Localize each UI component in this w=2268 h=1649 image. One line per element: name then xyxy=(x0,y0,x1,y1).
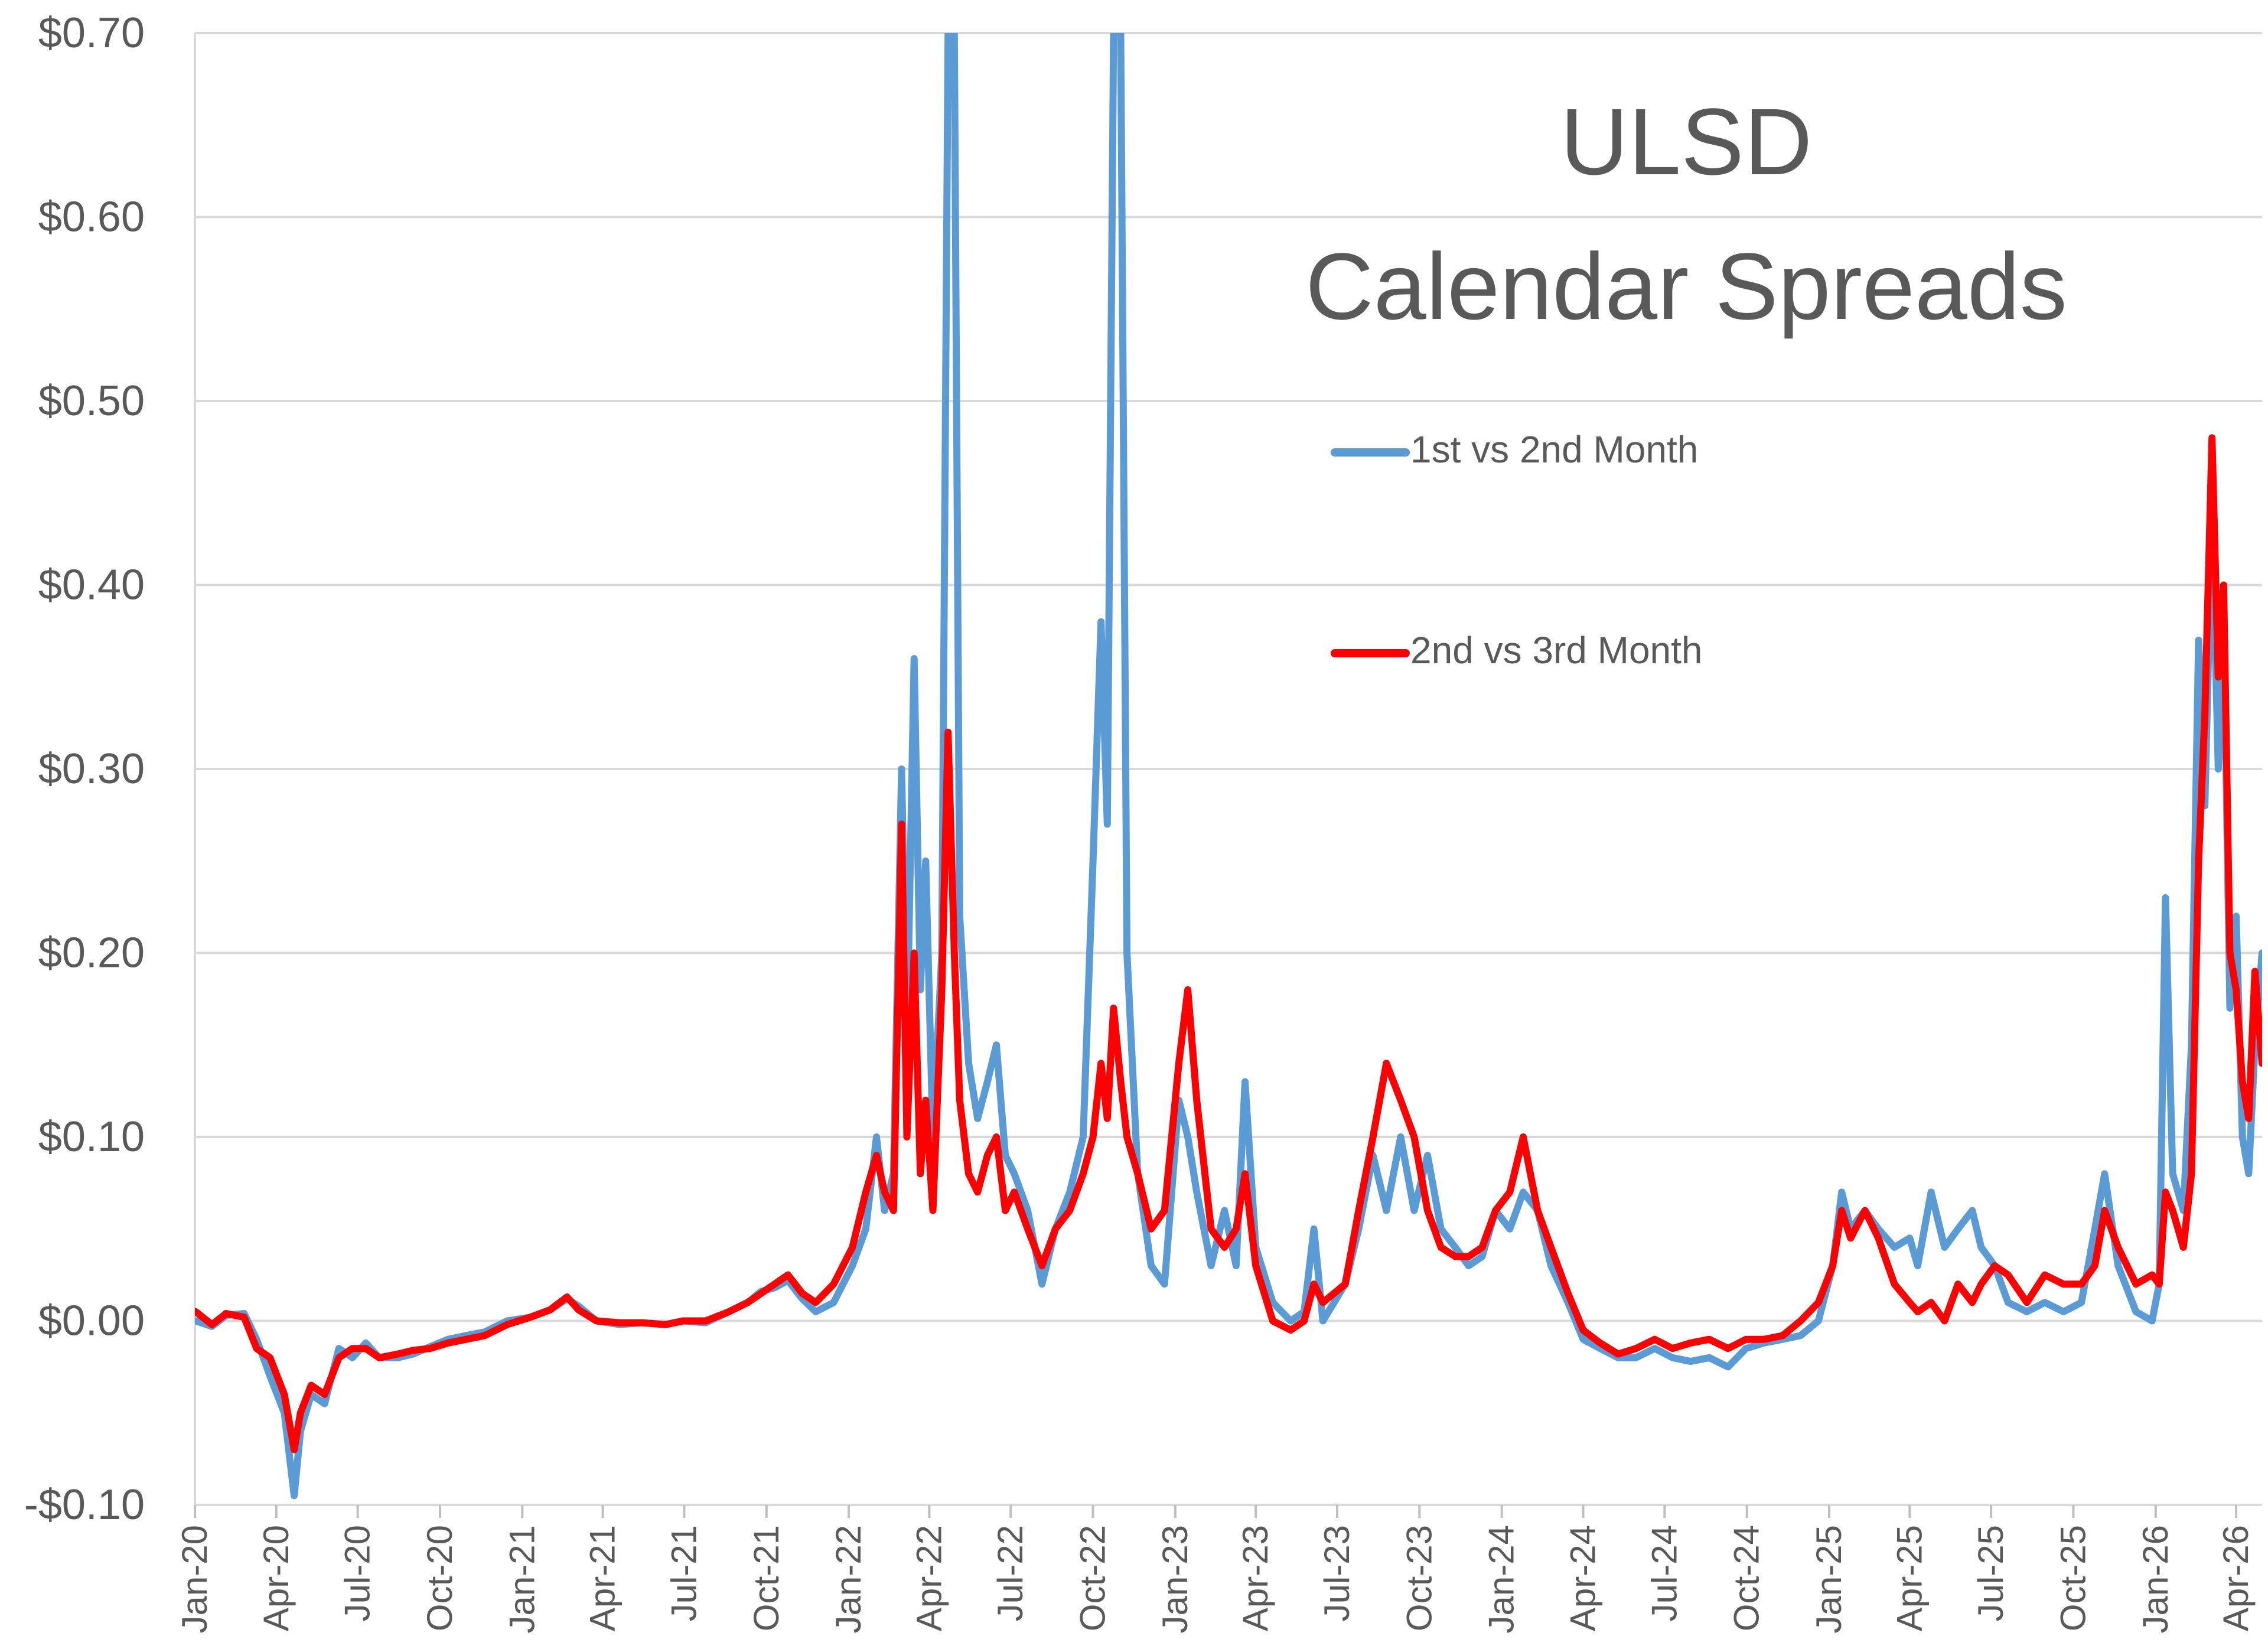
gridlines xyxy=(194,32,2262,1506)
x-tick-label: Jan-26 xyxy=(2136,1525,2175,1633)
x-tick-label: Jul-20 xyxy=(338,1525,377,1621)
legend-item-series-2: 2nd vs 3rd Month xyxy=(1331,629,1703,672)
x-tick-label: Jan-20 xyxy=(175,1525,214,1633)
chart-title: ULSD Calendar Spreads xyxy=(1305,89,2067,339)
series-line-2 xyxy=(195,434,2262,1454)
y-tick-label: $0.30 xyxy=(38,745,145,793)
x-tick-label: Oct-24 xyxy=(1727,1525,1767,1631)
y-tick-label: -$0.10 xyxy=(24,1481,145,1529)
y-tick-label: $0.10 xyxy=(38,1113,145,1161)
x-tick-label: Apr-22 xyxy=(909,1525,949,1631)
y-tick-label: $0.20 xyxy=(38,930,145,977)
x-tick-label: Oct-21 xyxy=(747,1525,786,1631)
x-tick-label: Apr-24 xyxy=(1563,1525,1602,1631)
series-lines xyxy=(195,33,2262,1500)
x-tick-label: Jul-22 xyxy=(990,1525,1030,1621)
x-tick-label: Jul-25 xyxy=(1971,1525,2010,1621)
x-tick-label: Oct-20 xyxy=(420,1525,460,1631)
x-tick-label: Jul-24 xyxy=(1644,1525,1684,1621)
legend-label-series-2: 2nd vs 3rd Month xyxy=(1410,629,1703,672)
x-axis-tick-labels: Jan-20 Apr-20 Jul-20 Oct-20 Jan-21 Apr-21 Jul-… xyxy=(175,1505,2256,1633)
x-tick-label: Jul-21 xyxy=(664,1525,703,1621)
x-tick-label: Jul-23 xyxy=(1317,1525,1357,1621)
x-tick-label: Jan-25 xyxy=(1809,1525,1849,1633)
x-tick-label: Jan-24 xyxy=(1482,1525,1521,1633)
x-tick-label: Jan-21 xyxy=(502,1525,542,1633)
x-tick-label: Apr-23 xyxy=(1236,1525,1275,1631)
legend: 1st vs 2nd Month 2nd vs 3rd Month xyxy=(1331,428,1703,672)
chart-title-line-2: Calendar Spreads xyxy=(1305,233,2067,339)
y-axis-tick-labels: $0.70 $0.60 $0.50 $0.40 $0.30 $0.20 $0.10 $0.00… xyxy=(24,9,145,1529)
y-tick-label: $0.40 xyxy=(38,562,145,609)
x-tick-label: Jan-22 xyxy=(829,1525,868,1633)
x-tick-label: Oct-22 xyxy=(1073,1525,1113,1631)
x-tick-label: Oct-25 xyxy=(2053,1525,2093,1631)
chart-title-line-1: ULSD xyxy=(1560,89,1813,194)
legend-label-series-1: 1st vs 2nd Month xyxy=(1410,428,1698,471)
x-tick-label: Apr-26 xyxy=(2216,1525,2256,1631)
x-tick-label: Jan-23 xyxy=(1155,1525,1195,1633)
x-tick-label: Apr-21 xyxy=(583,1525,623,1631)
x-tick-label: Apr-25 xyxy=(1889,1525,1929,1631)
y-tick-label: $0.70 xyxy=(38,9,145,57)
y-tick-label: $0.60 xyxy=(38,194,145,241)
y-tick-label: $0.00 xyxy=(38,1298,145,1345)
x-tick-label: Oct-23 xyxy=(1399,1525,1439,1631)
y-tick-label: $0.50 xyxy=(38,377,145,425)
legend-item-series-1: 1st vs 2nd Month xyxy=(1331,428,1698,471)
x-tick-label: Apr-20 xyxy=(256,1525,296,1631)
